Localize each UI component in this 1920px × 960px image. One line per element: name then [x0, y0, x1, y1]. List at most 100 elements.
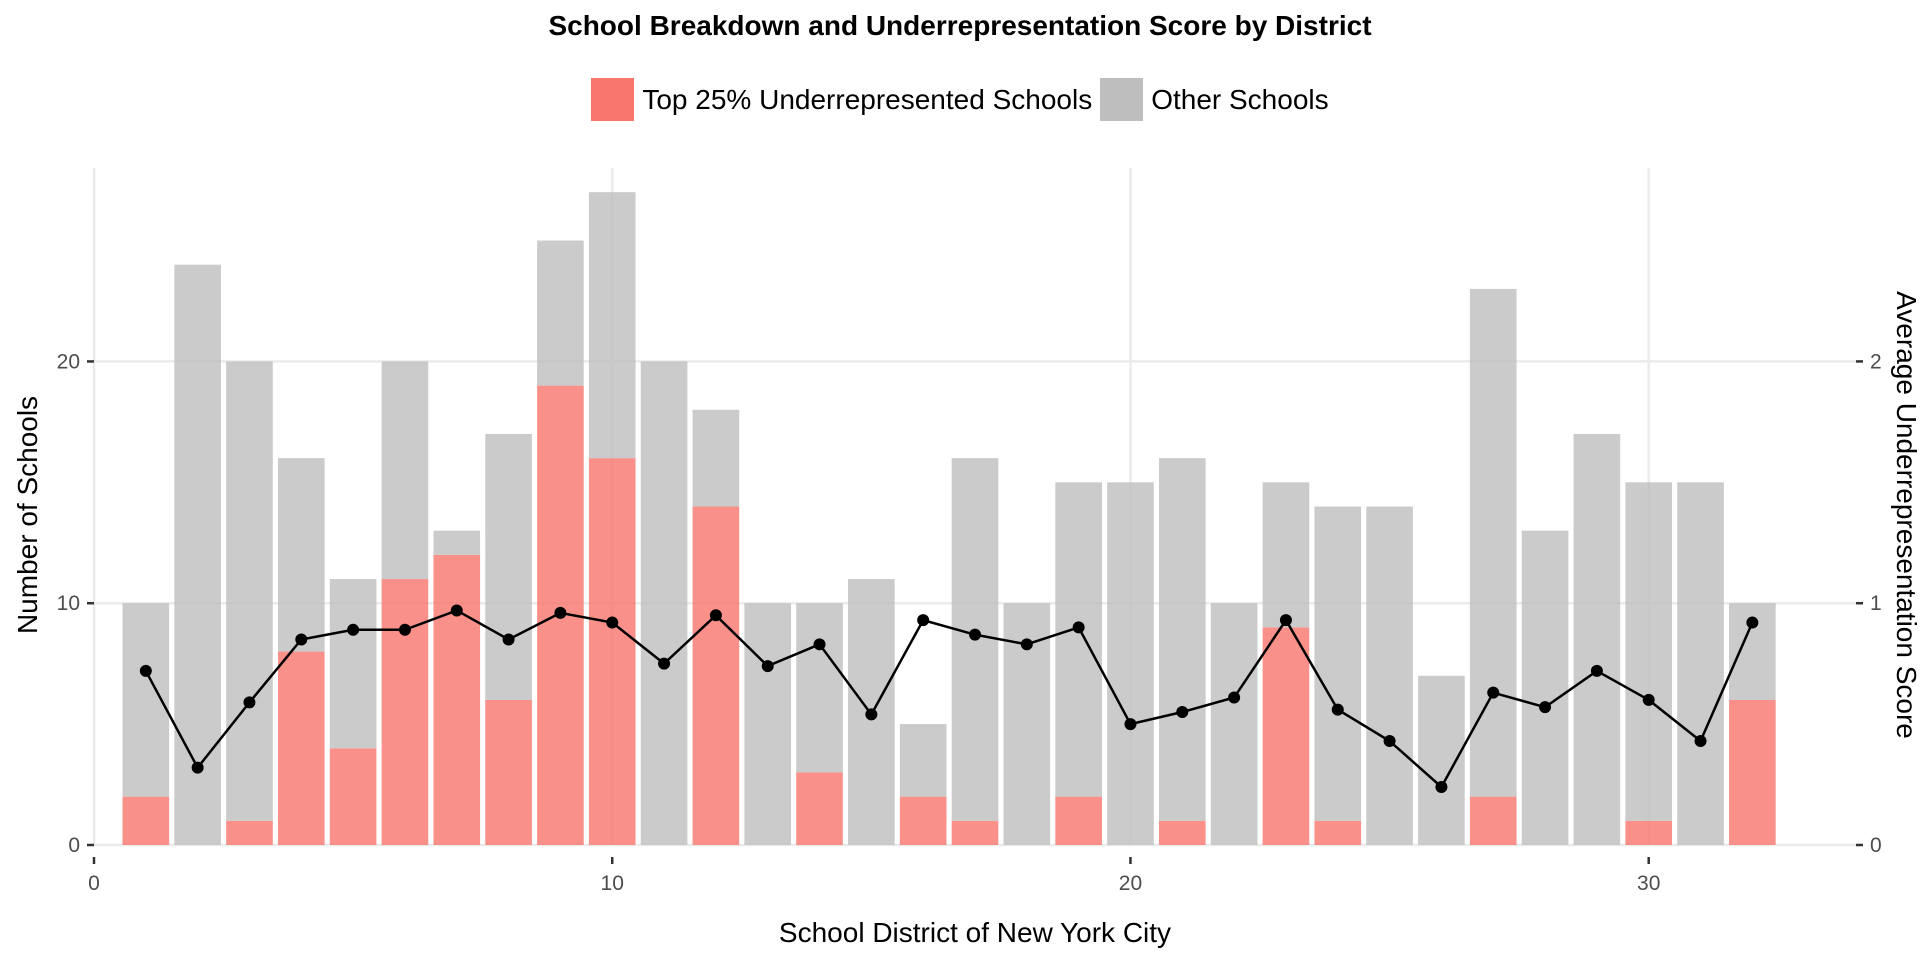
y-tick-label: 20 — [57, 350, 80, 373]
score-point — [1331, 703, 1344, 716]
bar-top25-segment — [588, 458, 636, 845]
score-point — [1539, 701, 1552, 714]
bar-top25-segment — [1158, 820, 1206, 845]
bar-other-segment — [640, 361, 688, 845]
y2-tick-label: 1 — [1870, 592, 1882, 615]
score-point — [1590, 664, 1603, 677]
bar-top25-segment — [226, 820, 273, 845]
bar-other-segment — [226, 361, 273, 821]
legend-label-other: Other Schools — [1151, 83, 1329, 115]
x-tick-label: 30 — [1637, 872, 1660, 895]
score-point — [347, 623, 360, 636]
score-point — [502, 633, 515, 646]
bar-other-segment — [1521, 530, 1569, 845]
bar-top25-segment — [1314, 820, 1362, 845]
bar-top25-segment — [277, 651, 325, 845]
bar-other-segment — [1418, 675, 1465, 845]
bar-other-segment — [1469, 288, 1517, 797]
bar-other-segment — [174, 264, 221, 845]
score-point — [658, 657, 671, 670]
score-point — [295, 633, 308, 646]
score-line-layer — [139, 604, 1759, 793]
bar-top25-segment — [1262, 627, 1310, 845]
bar-top25-segment — [899, 796, 947, 845]
bar-other-segment — [537, 240, 584, 386]
score-point — [761, 660, 774, 673]
bar-top25-segment — [433, 554, 481, 845]
score-point — [969, 628, 981, 641]
score-point — [1020, 638, 1033, 651]
bar-top25-segment — [1055, 796, 1102, 845]
legend-item-top25: Top 25% Underrepresented Schools — [591, 78, 1092, 121]
score-point — [191, 761, 204, 774]
bar-other-segment — [1107, 482, 1154, 845]
bar-top25-segment — [329, 748, 377, 845]
x-tick-label: 0 — [88, 872, 100, 895]
legend-swatch-top25 — [591, 78, 635, 121]
bar-other-segment — [692, 409, 740, 507]
x-tick-label: 20 — [1119, 872, 1142, 895]
bar-top25-segment — [122, 796, 170, 845]
bar-other-segment — [899, 724, 947, 797]
score-point — [917, 614, 930, 627]
bar-other-segment — [1262, 482, 1310, 628]
score-line — [144, 609, 1754, 789]
score-point — [1435, 780, 1448, 793]
bar-top25-segment — [1625, 820, 1673, 845]
bar-top25-segment — [381, 579, 429, 845]
legend-swatch-other — [1100, 78, 1144, 121]
y-axis-title: Number of Schools — [12, 396, 43, 634]
bar-other-segment — [588, 192, 636, 459]
legend-label-top25: Top 25% Underrepresented Schools — [642, 83, 1093, 115]
axes: 0 10 20 30 0 10 20 0 1 2 — [57, 350, 1882, 895]
bar-other-segment — [433, 530, 481, 555]
score-point — [1228, 691, 1241, 704]
score-point — [865, 708, 878, 721]
bar-other-segment — [1677, 482, 1724, 845]
y2-axis-title: Average Underrepresentation Score — [1891, 291, 1920, 739]
bar-top25-segment — [692, 506, 740, 845]
score-point — [1694, 735, 1707, 748]
bar-other-segment — [1573, 433, 1621, 845]
bar-other-segment — [329, 579, 377, 749]
legend-item-other: Other Schools — [1100, 78, 1329, 121]
y2-tick-label: 0 — [1870, 834, 1882, 857]
bar-top25-segment — [1729, 699, 1776, 845]
score-point — [1746, 616, 1759, 629]
bar-other-segment — [796, 603, 843, 773]
score-point — [1176, 706, 1189, 719]
bar-other-segment — [1158, 458, 1206, 821]
score-point — [1642, 693, 1655, 706]
bar-other-segment — [744, 603, 792, 845]
bar-other-segment — [1625, 482, 1673, 821]
score-point — [709, 609, 722, 622]
bar-other-segment — [485, 433, 532, 700]
chart-title: School Breakdown and Underrepresentation… — [548, 10, 1372, 41]
score-point — [1383, 735, 1396, 748]
score-point — [554, 606, 567, 619]
y2-tick-label: 2 — [1870, 350, 1882, 373]
y-tick-label: 10 — [57, 592, 80, 615]
bar-other-segment — [1366, 506, 1413, 845]
bar-top25-segment — [1469, 796, 1517, 845]
y-tick-label: 0 — [68, 834, 80, 857]
bar-top25-segment — [485, 699, 532, 845]
score-point — [1124, 718, 1137, 731]
score-point — [450, 604, 463, 617]
score-point — [813, 638, 826, 651]
bar-other-segment — [1314, 506, 1362, 821]
x-axis-title: School District of New York City — [779, 917, 1171, 948]
bar-other-segment — [1055, 482, 1102, 797]
score-point — [1072, 621, 1085, 634]
score-point — [1487, 686, 1500, 699]
score-point — [243, 696, 256, 709]
bar-top25-segment — [796, 772, 843, 845]
score-point — [398, 623, 411, 636]
score-point — [139, 664, 152, 677]
bar-other-segment — [277, 458, 325, 652]
legend: Top 25% Underrepresented Schools Other S… — [0, 78, 1920, 121]
score-point — [1279, 614, 1292, 627]
bar-other-segment — [381, 361, 429, 580]
bars — [122, 192, 1776, 845]
